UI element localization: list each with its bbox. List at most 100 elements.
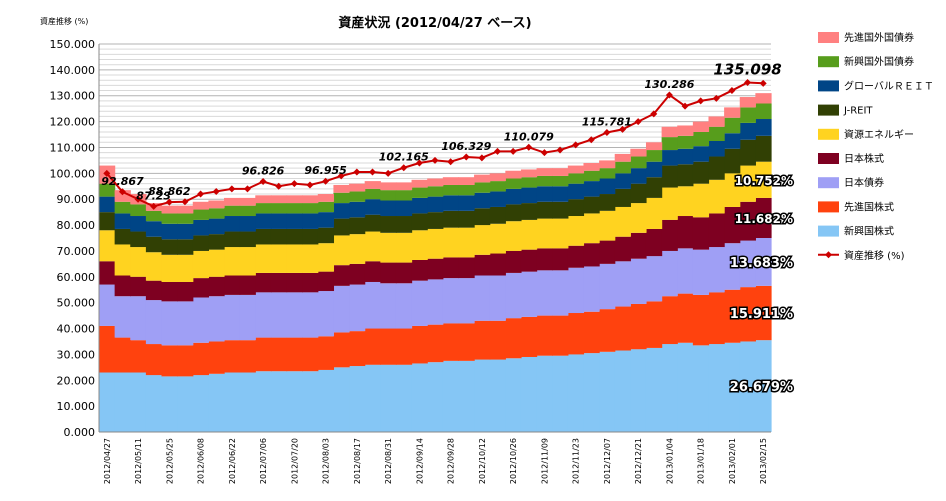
area-segment [380, 364, 397, 432]
line-point [494, 147, 502, 155]
area-segment [224, 197, 241, 206]
area-segment [395, 200, 413, 217]
area-segment [192, 235, 209, 251]
area-segment [302, 292, 319, 338]
area-segment [411, 325, 428, 364]
area-segment [239, 197, 256, 206]
line-point [337, 172, 345, 180]
legend-swatch [818, 128, 839, 140]
area-segment [489, 253, 506, 276]
line-point [697, 97, 705, 105]
area-segment [724, 107, 741, 118]
y-tick-label: 10.000 [57, 400, 96, 413]
chart-title: 資産状況 (2012/04/27 ベース) [338, 15, 531, 31]
area-segment [755, 238, 772, 286]
area-segment [99, 183, 116, 197]
area-segment [380, 283, 397, 329]
area-segment [661, 219, 678, 251]
area-segment [349, 234, 366, 264]
area-segment [145, 344, 163, 376]
area-segment [349, 331, 366, 367]
area-segment [145, 300, 163, 345]
area-segment [630, 183, 647, 204]
area-segment [145, 236, 163, 253]
area-segment [99, 325, 116, 373]
area-segment [224, 294, 241, 341]
area-segment [130, 372, 147, 432]
area-segment [224, 247, 241, 276]
line-point [368, 168, 376, 176]
area-segment [692, 249, 710, 295]
area-segment [286, 228, 303, 245]
area-segment [349, 366, 366, 432]
area-segment [286, 272, 303, 293]
area-segment [114, 372, 131, 432]
area-segment [474, 275, 491, 321]
legend-swatch [818, 56, 839, 68]
line-point [306, 181, 314, 189]
area-segment [739, 287, 756, 342]
x-tick-label: 2013/01/18 [697, 438, 706, 484]
area-segment [302, 213, 319, 229]
area-segment [520, 203, 538, 220]
area-segment [255, 228, 272, 245]
area-segment [661, 187, 678, 220]
area-segment [145, 210, 163, 222]
area-segment [755, 197, 772, 238]
area-segment [442, 278, 460, 324]
area-segment [224, 372, 241, 432]
area-segment [192, 278, 209, 298]
area-segment [614, 153, 631, 162]
area-segment [739, 107, 756, 123]
area-segment [536, 201, 553, 219]
area-segment [755, 119, 772, 136]
area-segment [739, 165, 756, 202]
area-segment [677, 293, 694, 343]
area-segment [599, 178, 616, 195]
area-segment [333, 265, 350, 286]
area-segment [192, 201, 209, 210]
area-segment [364, 188, 381, 200]
y-tick-label: 0.000 [64, 426, 96, 439]
area-segment [583, 181, 600, 197]
area-segment [552, 201, 569, 219]
area-segment [442, 210, 460, 228]
x-tick-label: 2012/11/23 [572, 438, 581, 484]
line-point [165, 198, 173, 206]
share-label: 10.752% [735, 174, 793, 188]
value-annotation: 135.098 [713, 61, 781, 79]
area-segment [489, 275, 506, 321]
y-axis-label: 資産推移 (%) [40, 16, 88, 26]
line-point [447, 158, 455, 166]
area-segment [427, 324, 444, 363]
y-tick-label: 80.000 [57, 219, 96, 232]
legend-label: 先進国株式 [844, 200, 894, 213]
area-segment [677, 135, 694, 149]
line-point [650, 110, 658, 118]
area-segment [411, 179, 428, 188]
area-segment [474, 174, 491, 183]
area-segment [599, 210, 616, 241]
area-segment [302, 228, 319, 245]
area-segment [395, 328, 413, 365]
area-segment [239, 275, 256, 295]
area-segment [99, 230, 116, 262]
area-segment [317, 291, 335, 337]
area-segment [208, 200, 225, 209]
area-segment [505, 272, 522, 319]
area-segment [130, 216, 147, 232]
area-segment [411, 363, 428, 432]
area-segment [536, 315, 553, 356]
y-tick-label: 140.000 [50, 64, 96, 77]
area-segment [177, 376, 194, 432]
area-segment [302, 203, 319, 214]
area-segment [333, 192, 350, 204]
line-point [275, 182, 283, 190]
area-segment [270, 203, 288, 214]
area-segment [427, 178, 444, 187]
area-segment [208, 208, 225, 219]
area-segment [520, 249, 538, 272]
area-segment [239, 216, 256, 232]
area-segment [505, 318, 522, 359]
